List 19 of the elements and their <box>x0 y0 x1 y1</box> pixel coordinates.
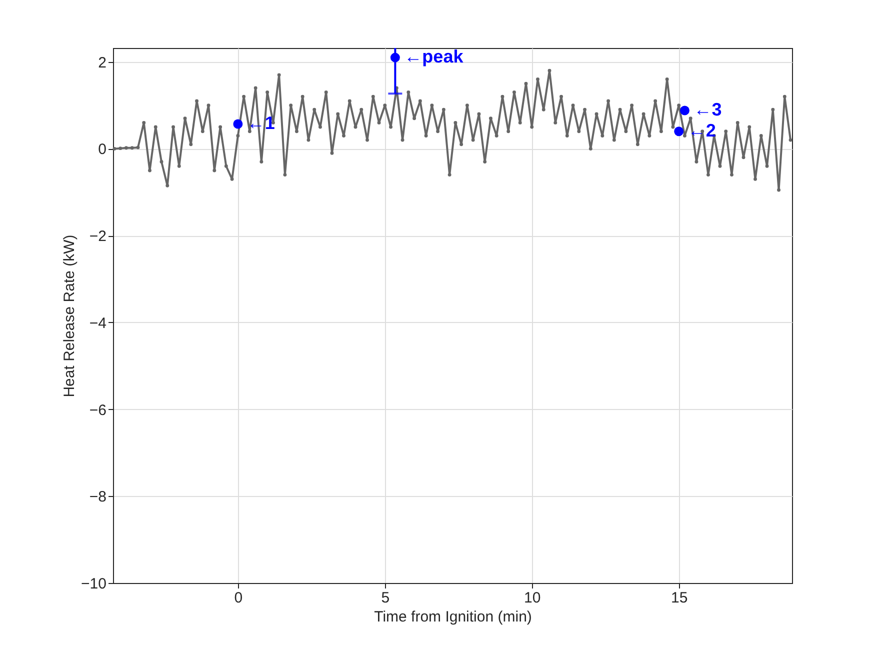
x-tick-label: 15 <box>670 590 688 606</box>
y-axis-title: Heat Release Rate (kW) <box>61 234 78 398</box>
point <box>390 52 400 62</box>
x-tick-label: 5 <box>381 590 390 606</box>
annotation: ←3 <box>694 100 722 120</box>
y-tick-label: 0 <box>98 141 106 158</box>
y-tick-label: −2 <box>89 228 106 246</box>
x-tick-label: 10 <box>524 590 541 606</box>
x-axis-title: Time from Ignition (min) <box>374 608 532 626</box>
y-tick-label: −10 <box>81 576 106 592</box>
y-tick-label: −8 <box>89 488 106 506</box>
x-tick-label: 0 <box>234 590 243 606</box>
y-tick-label: −6 <box>89 402 106 419</box>
point <box>680 106 690 116</box>
annotation: ←peak <box>404 46 464 67</box>
point <box>674 126 684 136</box>
y-tick-label: 2 <box>98 54 106 72</box>
point <box>233 119 243 129</box>
y-tick-label: −4 <box>89 314 106 332</box>
